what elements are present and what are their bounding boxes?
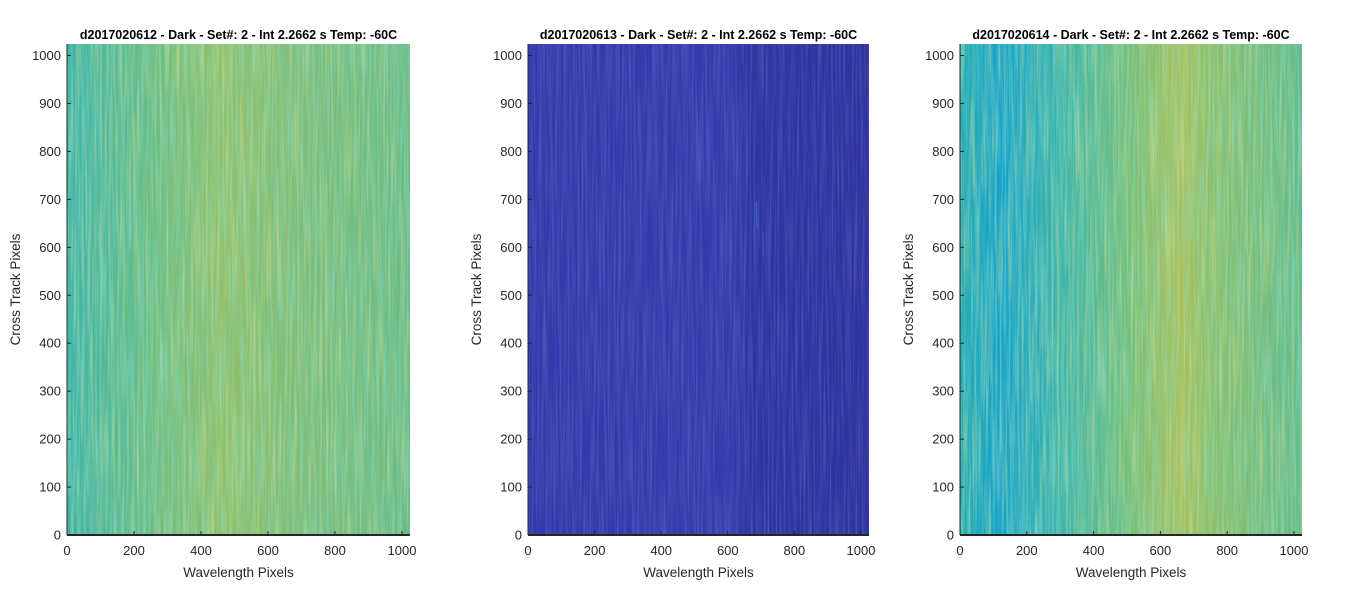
y-tick-label: 700 [39,192,61,207]
x-tick-label: 400 [650,543,672,558]
y-tick-label: 500 [932,288,954,303]
x-axis-label: Wavelength Pixels [643,565,754,580]
y-tick-label: 900 [500,96,522,111]
y-tick-label: 500 [39,288,61,303]
y-tick-label: 1000 [925,48,954,63]
x-tick-label: 400 [1083,543,1105,558]
y-tick-label: 800 [500,144,522,159]
y-tick-label: 400 [932,336,954,351]
x-tick-label: 1000 [1280,543,1309,558]
x-tick-label: 200 [584,543,606,558]
y-tick-label: 600 [932,240,954,255]
y-tick-label: 600 [500,240,522,255]
x-tick-label: 0 [63,543,70,558]
chart-panel-1: 0 200 400 600 800 1000 0 100 200 300 400 500 600 700 8… [8,28,416,580]
x-axis-label: Wavelength Pixels [1076,565,1187,580]
y-tick-label: 0 [947,528,954,543]
x-tick-label: 200 [1016,543,1038,558]
y-tick-label: 0 [515,528,522,543]
heatmap-feature [762,232,764,257]
y-axis-label: Cross Track Pixels [8,233,23,345]
heatmap-feature [755,201,758,229]
x-tick-label: 0 [524,543,531,558]
y-tick-label: 900 [39,96,61,111]
heatmap-streaks [67,44,410,535]
y-tick-label: 300 [932,384,954,399]
x-tick-label: 1000 [847,543,876,558]
y-tick-label: 300 [39,384,61,399]
y-tick-label: 1000 [32,48,61,63]
y-tick-label: 400 [39,336,61,351]
x-tick-label: 800 [784,543,806,558]
y-tick-label: 700 [932,192,954,207]
y-tick-label: 800 [932,144,954,159]
y-axis-label: Cross Track Pixels [469,233,484,345]
x-tick-label: 600 [257,543,279,558]
x-tick-label: 600 [717,543,739,558]
y-tick-label: 900 [932,96,954,111]
y-tick-label: 300 [500,384,522,399]
x-tick-label: 1000 [388,543,417,558]
y-tick-label: 600 [39,240,61,255]
heatmap-streaks [960,44,1302,535]
heatmap-image [528,44,869,535]
x-tick-label: 0 [956,543,963,558]
chart-title: d2017020614 - Dark - Set#: 2 - Int 2.266… [972,28,1289,42]
x-tick-label: 400 [190,543,212,558]
y-tick-label: 700 [500,192,522,207]
chart-title: d2017020613 - Dark - Set#: 2 - Int 2.266… [540,28,857,42]
y-tick-label: 100 [39,480,61,495]
chart-panel-2: 0 200 400 600 800 1000 0 100 200 300 400 500 600 700 8… [469,28,875,580]
x-axis-label: Wavelength Pixels [183,565,294,580]
y-tick-label: 1000 [493,48,522,63]
y-tick-label: 200 [500,432,522,447]
heatmap-image [960,44,1302,535]
chart-title: d2017020612 - Dark - Set#: 2 - Int 2.266… [80,28,397,42]
x-tick-label: 800 [324,543,346,558]
x-tick-label: 200 [123,543,145,558]
y-tick-label: 0 [54,528,61,543]
heatmap-streaks [528,44,869,535]
y-axis-label: Cross Track Pixels [901,233,916,345]
heatmap-image [67,44,410,535]
x-tick-label: 800 [1216,543,1238,558]
y-tick-label: 200 [39,432,61,447]
y-tick-label: 800 [39,144,61,159]
y-tick-label: 200 [932,432,954,447]
chart-panel-3: 0 200 400 600 800 1000 0 100 200 300 400 500 600 700 8… [901,28,1308,580]
x-tick-label: 600 [1150,543,1172,558]
y-tick-label: 400 [500,336,522,351]
y-tick-label: 100 [500,480,522,495]
y-tick-label: 500 [500,288,522,303]
y-tick-label: 100 [932,480,954,495]
